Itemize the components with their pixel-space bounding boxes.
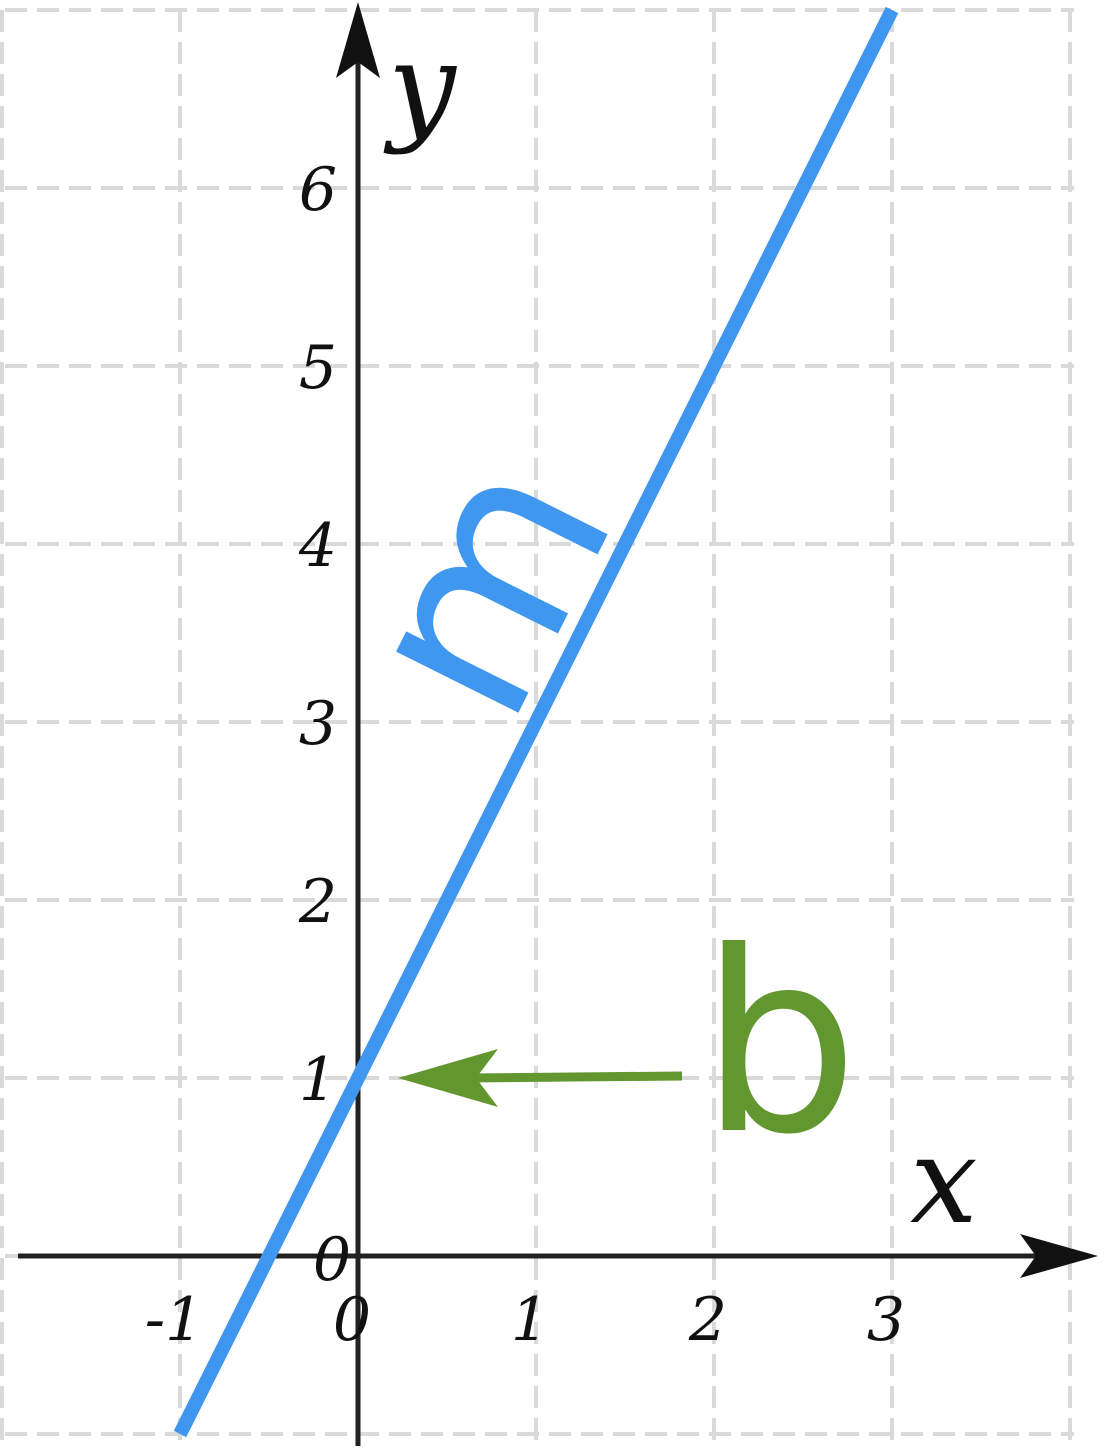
- series: [173, 6, 899, 1438]
- y-tick-label-0: 0: [313, 1225, 351, 1295]
- y-tick-label-2: 2: [298, 867, 337, 937]
- intercept-arrow-shaft: [467, 1071, 683, 1083]
- x-tick-label-1: 1: [511, 1285, 549, 1355]
- x-tick-label-2: 2: [688, 1285, 727, 1355]
- x-axis-arrowhead: [1020, 1234, 1098, 1278]
- annotations: mb: [301, 411, 859, 1189]
- y-axis-label: y: [383, 18, 458, 157]
- y-tick-label-5: 5: [299, 333, 337, 403]
- y-tick-label-4: 4: [298, 511, 337, 581]
- axes: xy: [18, 2, 1098, 1446]
- line-series-0: [173, 6, 899, 1438]
- intercept-label: b: [700, 898, 859, 1189]
- intercept-arrowhead: [398, 1049, 498, 1107]
- x-axis-label: x: [910, 1112, 978, 1251]
- y-tick-label-3: 3: [299, 689, 337, 759]
- x-tick-label-3: 3: [867, 1285, 905, 1355]
- x-tick-label-0: 0: [333, 1285, 371, 1355]
- y-tick-label-6: 6: [299, 155, 337, 225]
- tick-labels: -1 0 1 2 3 0 1 2 3 4 5 6: [145, 155, 905, 1355]
- y-axis-arrowhead: [336, 2, 380, 78]
- y-tick-label-1: 1: [299, 1045, 337, 1115]
- x-tick-label--1: -1: [145, 1285, 203, 1355]
